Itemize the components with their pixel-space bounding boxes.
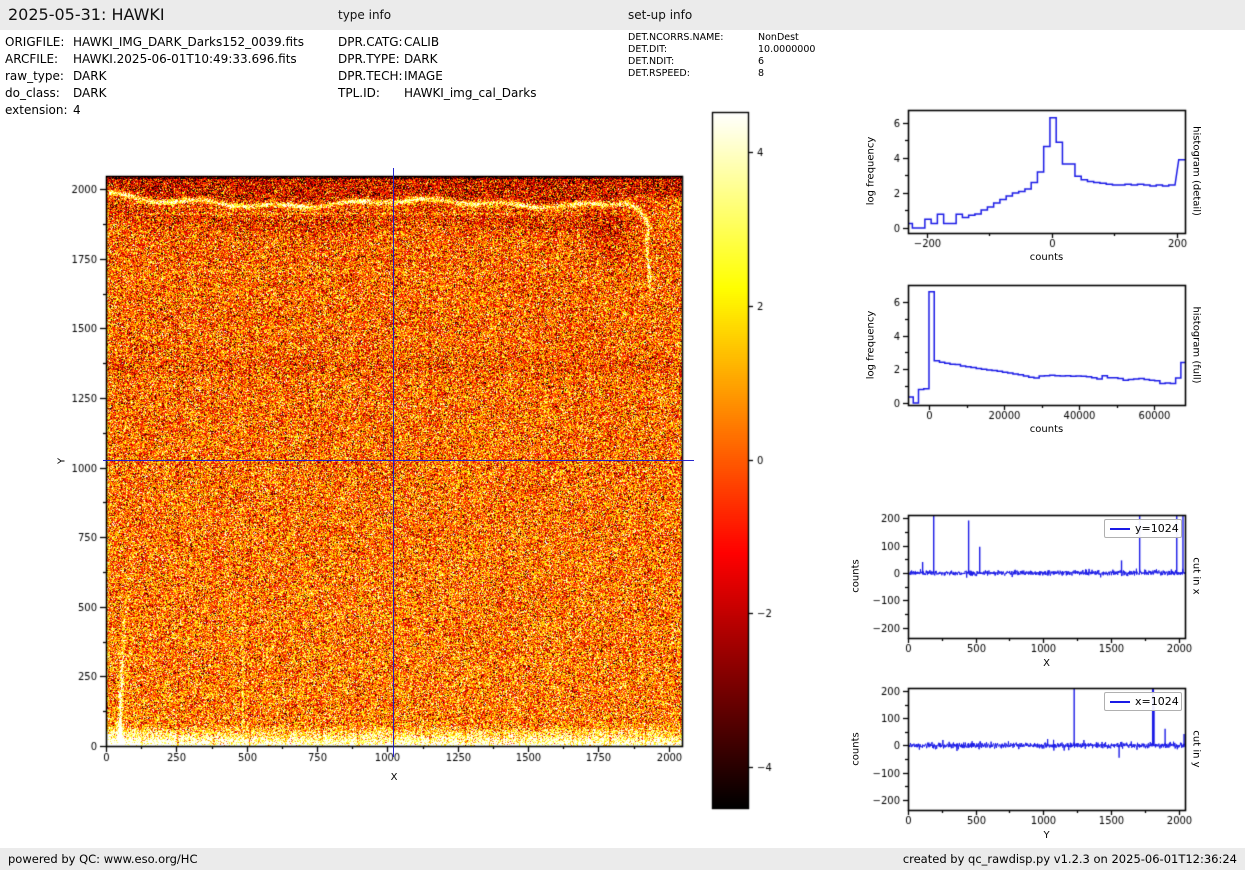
meta-row: raw_type: DARK <box>5 68 304 85</box>
meta-label: ORIGFILE: <box>5 35 65 49</box>
meta-value: 8 <box>758 68 765 79</box>
page-title: 2025-05-31: HAWKI <box>8 5 165 24</box>
meta-row: DPR.TECH:IMAGE <box>338 68 537 85</box>
meta-label: extension: <box>5 103 68 117</box>
meta-label: DET.RSPEED: <box>628 68 690 79</box>
meta-row: DPR.TYPE: DARK <box>338 51 537 68</box>
meta-label: do_class: <box>5 86 60 100</box>
meta-label: DET.DIT: <box>628 44 668 55</box>
hist-detail-side-label: histogram (detail) <box>1190 126 1202 216</box>
legend-label: x=1024 <box>1135 695 1179 708</box>
cut-y-yaxis-label: counts <box>850 732 862 766</box>
file-info-block: ORIGFILE: HAWKI_IMG_DARK_Darks152_0039.fi… <box>5 34 304 119</box>
hist-full-side-label: histogram (full) <box>1190 306 1202 384</box>
meta-label: DET.NCORRS.NAME: <box>628 32 724 43</box>
meta-value: HAWKI_IMG_DARK_Darks152_0039.fits <box>73 35 304 49</box>
meta-value: DARK <box>73 69 107 83</box>
hist-full-xaxis-label: counts <box>1029 424 1064 435</box>
meta-value: CALIB <box>404 35 440 49</box>
meta-label: DPR.TECH: <box>338 69 403 83</box>
meta-label: DPR.CATG: <box>338 35 403 49</box>
meta-row: DET.NCORRS.NAME: NonDest <box>628 32 815 44</box>
meta-value: HAWKI.2025-06-01T10:49:33.696.fits <box>73 52 297 66</box>
meta-value: 10.0000000 <box>758 44 816 55</box>
meta-label: TPL.ID: <box>338 86 380 100</box>
meta-row: DET.NDIT: 6 <box>628 56 815 68</box>
footer-bar: powered by QC: www.eso.org/HC created by… <box>0 848 1245 870</box>
hist-full-yaxis-label: log frequency <box>865 310 877 380</box>
meta-row: DPR.CATG:CALIB <box>338 34 537 51</box>
header-bar: 2025-05-31: HAWKI type info set-up info <box>0 0 1245 30</box>
setup-info-block: DET.NCORRS.NAME: NonDest DET.DIT: 10.00000… <box>628 32 815 80</box>
meta-value: 4 <box>73 103 81 117</box>
meta-value: NonDest <box>758 32 799 43</box>
meta-value: DARK <box>73 86 107 100</box>
legend-cut-y: x=1024 <box>1104 692 1182 711</box>
cut-x-side-label: cut in x <box>1190 557 1202 595</box>
hist-detail-xaxis-label: counts <box>1029 252 1064 263</box>
cut-x-xaxis-label: X <box>1043 658 1050 669</box>
meta-value: 6 <box>758 56 765 67</box>
meta-row: ARCFILE: HAWKI.2025-06-01T10:49:33.696.fi… <box>5 51 304 68</box>
cut-y-xaxis-label: Y <box>1043 830 1050 841</box>
meta-row: TPL.ID: HAWKI_img_cal_Darks <box>338 85 537 102</box>
legend-line-sample <box>1110 700 1130 703</box>
legend-label: y=1024 <box>1135 522 1179 535</box>
footer-left-text: powered by QC: www.eso.org/HC <box>8 852 198 866</box>
histogram-detail-plot <box>908 110 1185 233</box>
section-label-type-info: type info <box>338 8 392 22</box>
meta-row: DET.DIT: 10.0000000 <box>628 44 815 56</box>
legend-cut-x: y=1024 <box>1104 519 1182 538</box>
type-info-block: DPR.CATG:CALIB DPR.TYPE: DARK DPR.TECH:IM… <box>338 34 537 102</box>
meta-label: DPR.TYPE: <box>338 52 400 66</box>
colorbar <box>712 112 748 808</box>
hist-detail-yaxis-label: log frequency <box>865 136 877 206</box>
meta-row: ORIGFILE: HAWKI_IMG_DARK_Darks152_0039.fi… <box>5 34 304 51</box>
meta-label: DET.NDIT: <box>628 56 675 67</box>
meta-value: HAWKI_img_cal_Darks <box>404 86 537 100</box>
meta-row: do_class: DARK <box>5 85 304 102</box>
meta-row: extension: 4 <box>5 102 304 119</box>
legend-line-sample <box>1110 527 1130 530</box>
histogram-full-plot <box>908 285 1185 405</box>
main-yaxis-label: Y <box>56 457 68 465</box>
cut-x-yaxis-label: counts <box>850 559 862 593</box>
meta-value: DARK <box>404 52 438 66</box>
main-image-plot <box>106 176 682 746</box>
main-xaxis-label: X <box>390 772 398 783</box>
meta-label: raw_type: <box>5 69 64 83</box>
meta-value: IMAGE <box>404 69 443 83</box>
section-label-setup-info: set-up info <box>628 8 693 22</box>
cut-y-side-label: cut in y <box>1190 730 1202 768</box>
meta-row: DET.RSPEED: 8 <box>628 68 815 80</box>
footer-right-text: created by qc_rawdisp.py v1.2.3 on 2025-… <box>902 852 1237 866</box>
meta-label: ARCFILE: <box>5 52 59 66</box>
